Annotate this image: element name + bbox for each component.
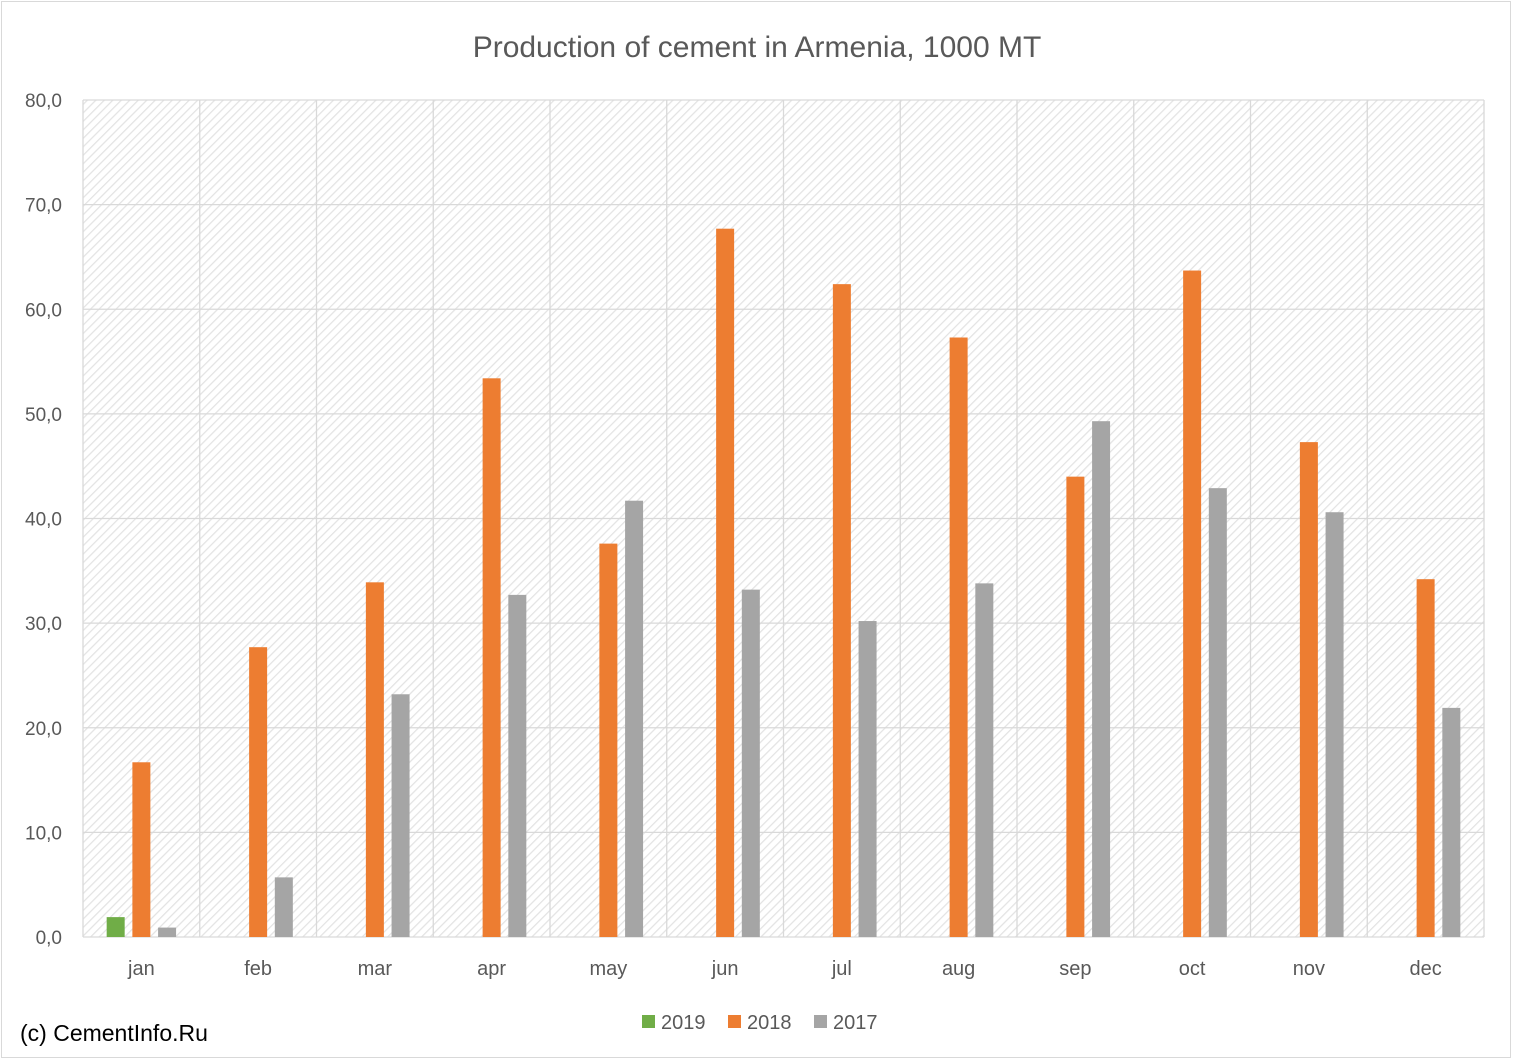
bar-2019-jan: [106, 917, 125, 937]
bar-2017-jun: [741, 589, 760, 937]
legend-label: 2019: [661, 1012, 706, 1034]
bar-2017-mar: [391, 694, 410, 937]
y-tick-label: 10,0: [25, 823, 62, 844]
legend-label: 2018: [747, 1012, 792, 1034]
bar-2017-oct: [1208, 488, 1227, 937]
bar-2017-jul: [858, 621, 877, 937]
x-tick-label: nov: [1293, 958, 1325, 980]
x-tick-label: may: [589, 958, 627, 980]
chart-title: Production of cement in Armenia, 1000 MT: [473, 31, 1042, 64]
bar-2017-aug: [975, 583, 994, 937]
bar-2017-apr: [508, 594, 527, 937]
y-tick-label: 0,0: [36, 928, 62, 949]
bar-2018-sep: [1066, 476, 1085, 937]
bar-2018-may: [599, 543, 618, 937]
y-tick-label: 80,0: [25, 91, 62, 112]
bar-2017-may: [625, 500, 644, 937]
bar-2018-oct: [1183, 270, 1202, 937]
x-tick-label: feb: [244, 958, 272, 980]
bar-2018-nov: [1299, 442, 1318, 937]
x-tick-label: oct: [1179, 958, 1206, 980]
x-tick-label: jul: [831, 958, 852, 980]
bar-2018-apr: [482, 378, 501, 937]
bar-2018-jan: [132, 762, 151, 937]
bar-2017-feb: [274, 877, 293, 937]
y-tick-label: 40,0: [25, 510, 62, 531]
bar-2018-jun: [716, 228, 735, 938]
legend-label: 2017: [833, 1012, 878, 1034]
bar-2018-jul: [832, 284, 851, 937]
y-tick-label: 70,0: [25, 196, 62, 217]
bar-2017-jan: [158, 927, 177, 937]
y-tick-label: 30,0: [25, 614, 62, 635]
bar-2017-nov: [1325, 512, 1344, 937]
x-tick-label: sep: [1059, 958, 1091, 980]
y-tick-label: 20,0: [25, 719, 62, 740]
bar-2017-sep: [1092, 421, 1111, 938]
y-tick-label: 60,0: [25, 300, 62, 321]
bar-2018-feb: [249, 647, 268, 937]
legend-swatch-2018: [728, 1015, 741, 1028]
x-tick-label: dec: [1410, 958, 1442, 980]
legend-swatch-2017: [814, 1015, 827, 1028]
x-tick-label: mar: [358, 958, 393, 980]
x-tick-label: jun: [711, 958, 739, 980]
x-tick-label: aug: [942, 958, 975, 980]
x-tick-label: apr: [477, 958, 506, 980]
source-credit: (c) CementInfo.Ru: [20, 1020, 208, 1046]
bar-2018-dec: [1416, 579, 1435, 937]
bar-2018-aug: [949, 337, 968, 937]
x-tick-label: jan: [127, 958, 155, 980]
legend-swatch-2019: [642, 1015, 655, 1028]
y-tick-label: 50,0: [25, 405, 62, 426]
bar-2017-dec: [1442, 707, 1461, 937]
bar-2018-mar: [365, 582, 384, 937]
